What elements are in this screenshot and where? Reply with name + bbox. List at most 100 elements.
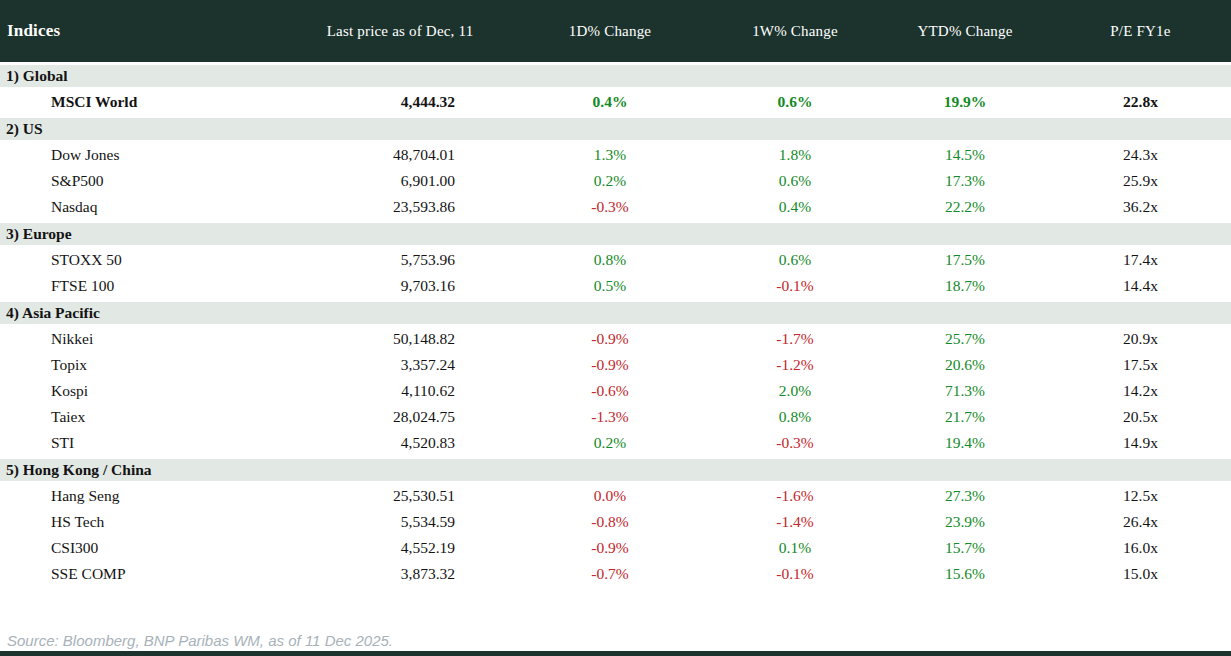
pe-fy1e: 12.5x xyxy=(1050,483,1231,509)
section-row-1: 1) Global xyxy=(0,62,1231,89)
last-price: 5,534.59 xyxy=(290,509,510,535)
ytd-change: 27.3% xyxy=(880,483,1050,509)
pe-fy1e: 25.9x xyxy=(1050,168,1231,194)
header-row: Indices Last price as of Dec, 11 1D% Cha… xyxy=(0,0,1231,62)
index-row: CSI3004,552.19-0.9%0.1%15.7%16.0x xyxy=(0,535,1231,561)
indices-market-table-page: Indices Last price as of Dec, 11 1D% Cha… xyxy=(0,0,1231,587)
section-label: 1) Global xyxy=(0,62,1231,89)
index-name: SSE COMP xyxy=(0,561,290,587)
1d-change: 0.5% xyxy=(510,273,710,299)
pe-fy1e: 16.0x xyxy=(1050,535,1231,561)
ytd-change: 20.6% xyxy=(880,352,1050,378)
ytd-change: 19.4% xyxy=(880,430,1050,456)
column-header-1d-change: 1D% Change xyxy=(510,0,710,62)
index-row: SSE COMP3,873.32-0.7%-0.1%15.6%15.0x xyxy=(0,561,1231,587)
index-name: Hang Seng xyxy=(0,483,290,509)
1d-change: 1.3% xyxy=(510,142,710,168)
last-price: 4,552.19 xyxy=(290,535,510,561)
pe-fy1e: 14.2x xyxy=(1050,378,1231,404)
1d-change: -0.9% xyxy=(510,326,710,352)
1w-change: -0.3% xyxy=(710,430,880,456)
indices-table: Indices Last price as of Dec, 11 1D% Cha… xyxy=(0,0,1231,587)
index-name: Nasdaq xyxy=(0,194,290,220)
index-row: Hang Seng25,530.510.0%-1.6%27.3%12.5x xyxy=(0,483,1231,509)
index-row: FTSE 1009,703.160.5%-0.1%18.7%14.4x xyxy=(0,273,1231,299)
pe-fy1e: 14.4x xyxy=(1050,273,1231,299)
index-row: Kospi4,110.62-0.6%2.0%71.3%14.2x xyxy=(0,378,1231,404)
1w-change: -1.2% xyxy=(710,352,880,378)
index-row: HS Tech5,534.59-0.8%-1.4%23.9%26.4x xyxy=(0,509,1231,535)
column-header-ytd-change: YTD% Change xyxy=(880,0,1050,62)
1d-change: -0.8% xyxy=(510,509,710,535)
last-price: 28,024.75 xyxy=(290,404,510,430)
last-price: 4,444.32 xyxy=(290,89,510,115)
section-row-3: 3) Europe xyxy=(0,220,1231,247)
index-row: Nasdaq23,593.86-0.3%0.4%22.2%36.2x xyxy=(0,194,1231,220)
1w-change: 0.6% xyxy=(710,247,880,273)
pe-fy1e: 24.3x xyxy=(1050,142,1231,168)
1w-change: 1.8% xyxy=(710,142,880,168)
1w-change: 2.0% xyxy=(710,378,880,404)
pe-fy1e: 22.8x xyxy=(1050,89,1231,115)
1d-change: 0.8% xyxy=(510,247,710,273)
last-price: 25,530.51 xyxy=(290,483,510,509)
section-label: 2) US xyxy=(0,115,1231,142)
1d-change: -0.6% xyxy=(510,378,710,404)
last-price: 23,593.86 xyxy=(290,194,510,220)
bottom-accent-bar xyxy=(0,651,1231,656)
pe-fy1e: 26.4x xyxy=(1050,509,1231,535)
last-price: 6,901.00 xyxy=(290,168,510,194)
ytd-change: 15.7% xyxy=(880,535,1050,561)
last-price: 9,703.16 xyxy=(290,273,510,299)
last-price: 48,704.01 xyxy=(290,142,510,168)
index-name: Dow Jones xyxy=(0,142,290,168)
ytd-change: 14.5% xyxy=(880,142,1050,168)
ytd-change: 71.3% xyxy=(880,378,1050,404)
index-row: Topix3,357.24-0.9%-1.2%20.6%17.5x xyxy=(0,352,1231,378)
last-price: 50,148.82 xyxy=(290,326,510,352)
section-label: 4) Asia Pacific xyxy=(0,299,1231,326)
index-row: MSCI World4,444.320.4%0.6%19.9%22.8x xyxy=(0,89,1231,115)
ytd-change: 15.6% xyxy=(880,561,1050,587)
index-row: Taiex28,024.75-1.3%0.8%21.7%20.5x xyxy=(0,404,1231,430)
1d-change: 0.0% xyxy=(510,483,710,509)
index-name: MSCI World xyxy=(0,89,290,115)
last-price: 4,520.83 xyxy=(290,430,510,456)
source-note: Source: Bloomberg, BNP Paribas WM, as of… xyxy=(7,632,393,649)
1w-change: -1.6% xyxy=(710,483,880,509)
section-row-4: 4) Asia Pacific xyxy=(0,299,1231,326)
1w-change: -1.4% xyxy=(710,509,880,535)
section-row-5: 5) Hong Kong / China xyxy=(0,456,1231,483)
index-name: HS Tech xyxy=(0,509,290,535)
pe-fy1e: 17.5x xyxy=(1050,352,1231,378)
index-name: STI xyxy=(0,430,290,456)
pe-fy1e: 14.9x xyxy=(1050,430,1231,456)
ytd-change: 22.2% xyxy=(880,194,1050,220)
section-label: 5) Hong Kong / China xyxy=(0,456,1231,483)
ytd-change: 21.7% xyxy=(880,404,1050,430)
1d-change: 0.2% xyxy=(510,430,710,456)
1d-change: -0.3% xyxy=(510,194,710,220)
1w-change: 0.8% xyxy=(710,404,880,430)
pe-fy1e: 36.2x xyxy=(1050,194,1231,220)
last-price: 3,873.32 xyxy=(290,561,510,587)
1d-change: -1.3% xyxy=(510,404,710,430)
1w-change: -1.7% xyxy=(710,326,880,352)
index-row: STI4,520.830.2%-0.3%19.4%14.9x xyxy=(0,430,1231,456)
index-name: Taiex xyxy=(0,404,290,430)
last-price: 5,753.96 xyxy=(290,247,510,273)
1w-change: 0.1% xyxy=(710,535,880,561)
index-name: Topix xyxy=(0,352,290,378)
index-name: Kospi xyxy=(0,378,290,404)
ytd-change: 25.7% xyxy=(880,326,1050,352)
1w-change: 0.6% xyxy=(710,168,880,194)
index-row: S&P5006,901.000.2%0.6%17.3%25.9x xyxy=(0,168,1231,194)
1d-change: 0.2% xyxy=(510,168,710,194)
table-header: Indices Last price as of Dec, 11 1D% Cha… xyxy=(0,0,1231,62)
section-row-2: 2) US xyxy=(0,115,1231,142)
column-header-pe: P/E FY1e xyxy=(1050,0,1231,62)
ytd-change: 17.3% xyxy=(880,168,1050,194)
index-row: Nikkei50,148.82-0.9%-1.7%25.7%20.9x xyxy=(0,326,1231,352)
ytd-change: 17.5% xyxy=(880,247,1050,273)
1d-change: -0.9% xyxy=(510,352,710,378)
